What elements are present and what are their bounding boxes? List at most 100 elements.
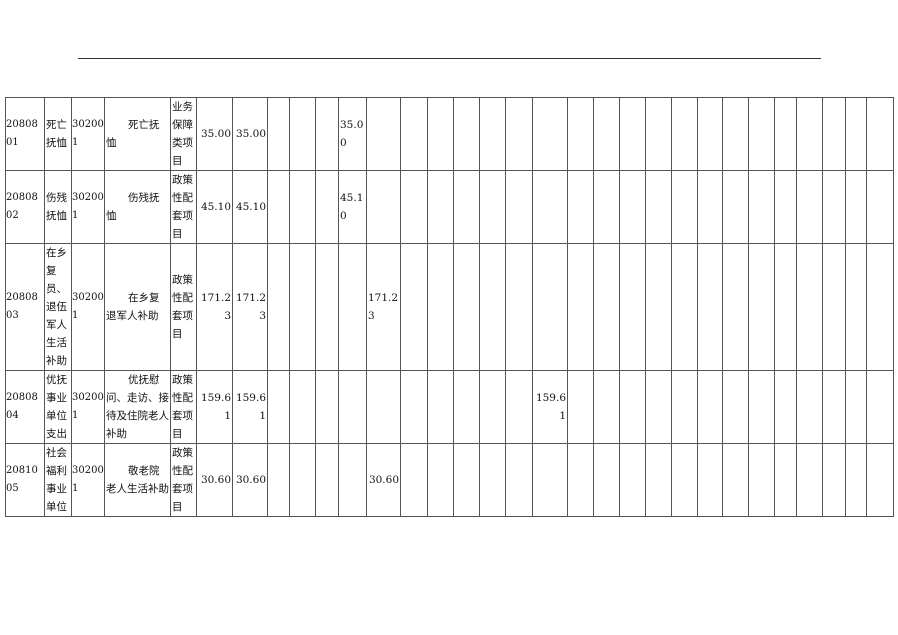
amount-col-8-cell xyxy=(289,443,316,517)
amount-col-17-cell: 159.61 xyxy=(532,370,568,444)
amount-col-21-cell xyxy=(645,170,672,244)
amount-col-22-cell xyxy=(671,443,698,517)
amount-col-26-cell xyxy=(774,443,797,517)
amount-col-8-cell xyxy=(289,170,316,244)
amount-col-10-cell xyxy=(338,370,367,444)
amount-col-25-cell xyxy=(748,443,775,517)
project-cell: 死亡抚恤 xyxy=(104,97,171,171)
amount-col-11-cell xyxy=(366,97,401,171)
amount-col-10-cell xyxy=(338,443,367,517)
amount-col-14-cell xyxy=(453,170,480,244)
amount-col-30-cell xyxy=(866,370,894,444)
total-cell: 45.10 xyxy=(196,170,233,244)
amount-col-20-cell xyxy=(619,443,646,517)
amount-col-21-cell xyxy=(645,97,672,171)
amount-col-23-cell xyxy=(697,243,723,371)
code-cell: 2080803 xyxy=(5,243,45,371)
amount-col-7-cell xyxy=(267,443,290,517)
code-cell: 2080801 xyxy=(5,97,45,171)
total-cell: 159.61 xyxy=(196,370,233,444)
header-rule xyxy=(78,58,821,59)
project-type-cell: 业务保障类项目 xyxy=(170,97,197,171)
amount-col-26-cell xyxy=(774,243,797,371)
amount-col-7-cell xyxy=(267,243,290,371)
code-cell: 2080804 xyxy=(5,370,45,444)
table-row: 2080801 死亡抚恤 302001 死亡抚恤 业务保障类项目 35.00 35.00 35… xyxy=(5,97,894,171)
project-type-cell: 政策性配套项目 xyxy=(170,170,197,244)
amount-col-16-cell xyxy=(505,370,533,444)
func-code-cell: 302001 xyxy=(71,97,105,171)
amount-col-16-cell xyxy=(505,170,533,244)
code-cell: 2080802 xyxy=(5,170,45,244)
amount-col-10-cell: 45.10 xyxy=(338,170,367,244)
subtotal-cell: 30.60 xyxy=(232,443,268,517)
project-type-cell: 政策性配套项目 xyxy=(170,443,197,517)
amount-col-11-cell: 171.23 xyxy=(366,243,401,371)
subtotal-cell: 171.23 xyxy=(232,243,268,371)
amount-col-16-cell xyxy=(505,443,533,517)
func-code-cell: 302001 xyxy=(71,370,105,444)
amount-col-11-cell xyxy=(366,170,401,244)
amount-col-28-cell xyxy=(822,97,846,171)
amount-col-29-cell xyxy=(845,370,867,444)
amount-col-21-cell xyxy=(645,243,672,371)
amount-col-29-cell xyxy=(845,443,867,517)
amount-col-26-cell xyxy=(774,370,797,444)
amount-col-30-cell xyxy=(866,443,894,517)
amount-col-26-cell xyxy=(774,170,797,244)
amount-col-24-cell xyxy=(722,243,749,371)
amount-col-11-cell xyxy=(366,370,401,444)
amount-col-11-cell: 30.60 xyxy=(366,443,401,517)
amount-col-20-cell xyxy=(619,170,646,244)
category-cell: 死亡抚恤 xyxy=(44,97,72,171)
amount-col-23-cell xyxy=(697,97,723,171)
amount-col-16-cell xyxy=(505,243,533,371)
amount-col-12-cell xyxy=(400,370,428,444)
amount-col-18-cell xyxy=(567,370,594,444)
amount-col-15-cell xyxy=(479,97,506,171)
category-cell: 优抚事业单位支出 xyxy=(44,370,72,444)
amount-col-24-cell xyxy=(722,97,749,171)
amount-col-17-cell xyxy=(532,170,568,244)
amount-col-13-cell xyxy=(427,443,454,517)
amount-col-27-cell xyxy=(796,243,823,371)
amount-col-19-cell xyxy=(593,97,620,171)
amount-col-28-cell xyxy=(822,370,846,444)
amount-col-19-cell xyxy=(593,443,620,517)
amount-col-21-cell xyxy=(645,370,672,444)
amount-col-23-cell xyxy=(697,443,723,517)
func-code-cell: 302001 xyxy=(71,170,105,244)
total-cell: 30.60 xyxy=(196,443,233,517)
amount-col-9-cell xyxy=(315,243,339,371)
amount-col-15-cell xyxy=(479,443,506,517)
amount-col-12-cell xyxy=(400,443,428,517)
amount-col-21-cell xyxy=(645,443,672,517)
project-cell: 敬老院老人生活补助 xyxy=(104,443,171,517)
amount-col-15-cell xyxy=(479,170,506,244)
amount-col-25-cell xyxy=(748,243,775,371)
amount-col-24-cell xyxy=(722,170,749,244)
amount-col-28-cell xyxy=(822,443,846,517)
amount-col-18-cell xyxy=(567,97,594,171)
amount-col-24-cell xyxy=(722,370,749,444)
amount-col-27-cell xyxy=(796,97,823,171)
amount-col-19-cell xyxy=(593,243,620,371)
amount-col-9-cell xyxy=(315,97,339,171)
budget-table: 2080801 死亡抚恤 302001 死亡抚恤 业务保障类项目 35.00 35.00 35… xyxy=(5,97,894,517)
amount-col-28-cell xyxy=(822,243,846,371)
project-cell: 在乡复退军人补助 xyxy=(104,243,171,371)
amount-col-22-cell xyxy=(671,97,698,171)
amount-col-10-cell xyxy=(338,243,367,371)
amount-col-20-cell xyxy=(619,243,646,371)
code-cell: 2081005 xyxy=(5,443,45,517)
amount-col-12-cell xyxy=(400,243,428,371)
amount-col-17-cell xyxy=(532,443,568,517)
amount-col-27-cell xyxy=(796,443,823,517)
amount-col-13-cell xyxy=(427,243,454,371)
amount-col-23-cell xyxy=(697,370,723,444)
table-row: 2080804 优抚事业单位支出 302001 优抚慰问、走访、接待及住院老人补助 政策… xyxy=(5,370,894,444)
amount-col-9-cell xyxy=(315,370,339,444)
amount-col-25-cell xyxy=(748,370,775,444)
subtotal-cell: 45.10 xyxy=(232,170,268,244)
amount-col-7-cell xyxy=(267,370,290,444)
